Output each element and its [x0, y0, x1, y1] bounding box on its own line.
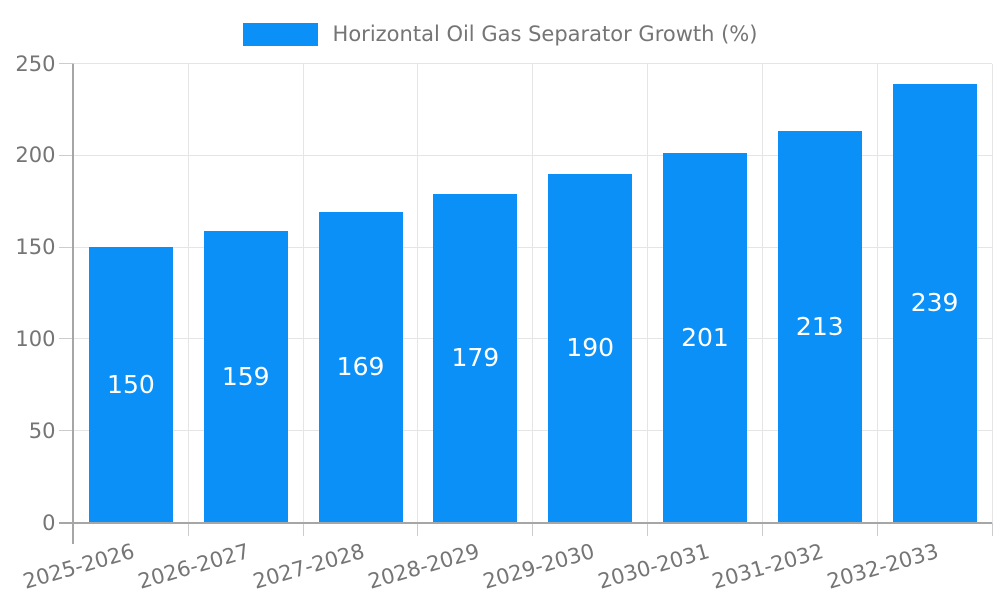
x-tick: [73, 522, 74, 536]
y-tick: [58, 338, 74, 340]
y-tick-label: 50: [28, 418, 56, 443]
x-tick: [187, 522, 189, 536]
y-axis-line: [71, 63, 74, 544]
bar: [433, 193, 518, 523]
bar: [548, 173, 633, 523]
x-tick: [417, 522, 419, 536]
x-tick: [761, 522, 763, 536]
bar-value-label: 150: [107, 369, 155, 399]
x-tick: [532, 522, 534, 536]
x-tick-label: 2029-2030: [480, 538, 597, 594]
x-tick-label: 2027-2028: [250, 538, 368, 594]
y-tick: [58, 63, 74, 64]
x-gridline: [532, 63, 534, 523]
y-tick-label: 100: [15, 326, 56, 351]
bar-value-label: 169: [336, 352, 385, 382]
x-tick: [302, 522, 304, 536]
bar-value-label: 239: [910, 288, 959, 318]
legend-label: Horizontal Oil Gas Separator Growth (%): [332, 22, 758, 46]
x-tick: [876, 522, 878, 536]
x-gridline: [647, 63, 649, 523]
bar: [892, 83, 977, 523]
bar-value-label: 213: [795, 311, 844, 341]
bar: [88, 247, 173, 523]
x-tick: [647, 522, 649, 536]
x-gridline: [187, 63, 189, 523]
x-tick-label: 2030-2031: [594, 538, 712, 594]
x-gridline: [876, 63, 878, 523]
legend-swatch: [242, 22, 318, 46]
y-tick-label: 200: [15, 143, 56, 168]
x-gridline: [417, 63, 419, 523]
bar: [662, 153, 747, 523]
y-tick: [58, 246, 74, 248]
x-tick-label: 2026-2027: [135, 538, 253, 594]
y-tick: [58, 154, 74, 156]
x-gridline: [761, 63, 763, 523]
x-tick-label: 2028-2029: [365, 538, 482, 594]
bar: [318, 212, 403, 523]
x-axis-line: [58, 521, 992, 524]
bar-value-label: 190: [566, 333, 615, 363]
x-tick: [991, 522, 993, 536]
y-tick-label: 150: [15, 235, 56, 260]
bar-value-label: 159: [221, 361, 270, 391]
bar: [203, 230, 288, 523]
x-gridline: [302, 63, 304, 523]
y-tick: [58, 430, 74, 432]
y-tick-label: 250: [15, 51, 56, 76]
bar-value-label: 179: [451, 343, 500, 373]
y-tick-label: 0: [42, 510, 56, 535]
x-tick-label: 2025-2026: [20, 538, 138, 594]
bar-value-label: 201: [681, 322, 729, 352]
x-gridline: [991, 63, 993, 523]
bar: [777, 131, 862, 523]
legend: Horizontal Oil Gas Separator Growth (%): [0, 21, 1000, 47]
x-tick-label: 2031-2032: [709, 538, 827, 594]
x-tick-label: 2032-2033: [824, 538, 942, 594]
